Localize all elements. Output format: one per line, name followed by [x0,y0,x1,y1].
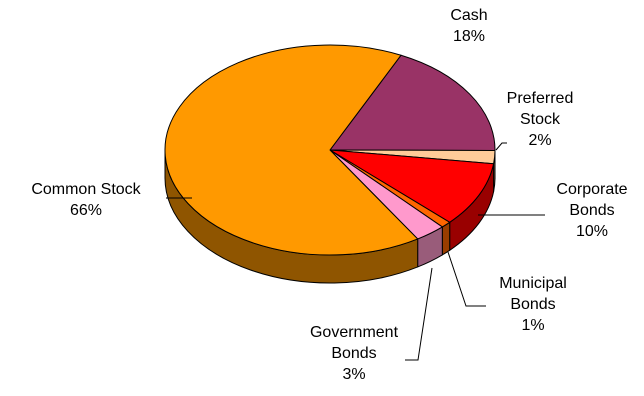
slice-label-line: Bonds [569,202,614,219]
pie-tops [165,45,495,255]
slice-label-line: Government [310,324,399,341]
slice-label-line: Bonds [510,296,555,313]
slice-label-line: Stock [520,111,561,128]
leader-line [448,252,486,306]
slice-label-line: Municipal [499,275,567,292]
slice-label-corporate-bonds: Corporate Bonds 10% [556,181,627,240]
slice-label-municipal-bonds: Municipal Bonds 1% [499,275,567,334]
slice-label-line: 18% [453,28,485,45]
slice-label-line: 2% [528,132,551,149]
slice-label-common-stock: Common Stock 66% [31,181,141,219]
slice-label-cash: Cash 18% [450,7,487,45]
slice-label-line: 3% [342,366,365,383]
slice-label-line: Cash [450,7,487,24]
leader-line [405,268,432,360]
leader-line [496,143,507,150]
slice-label-line: Bonds [331,345,376,362]
slice-label-line: Common Stock [31,181,141,198]
slice-label-government-bonds: Government Bonds 3% [310,324,399,383]
slice-label-line: 66% [70,202,102,219]
slice-label-line: 10% [576,223,608,240]
slice-label-preferred-stock: Preferred Stock 2% [507,90,574,149]
slice-label-line: Corporate [556,181,627,198]
slice-label-line: 1% [521,317,544,334]
pie-slice-side-3 [442,222,449,255]
slice-label-line: Preferred [507,90,574,107]
